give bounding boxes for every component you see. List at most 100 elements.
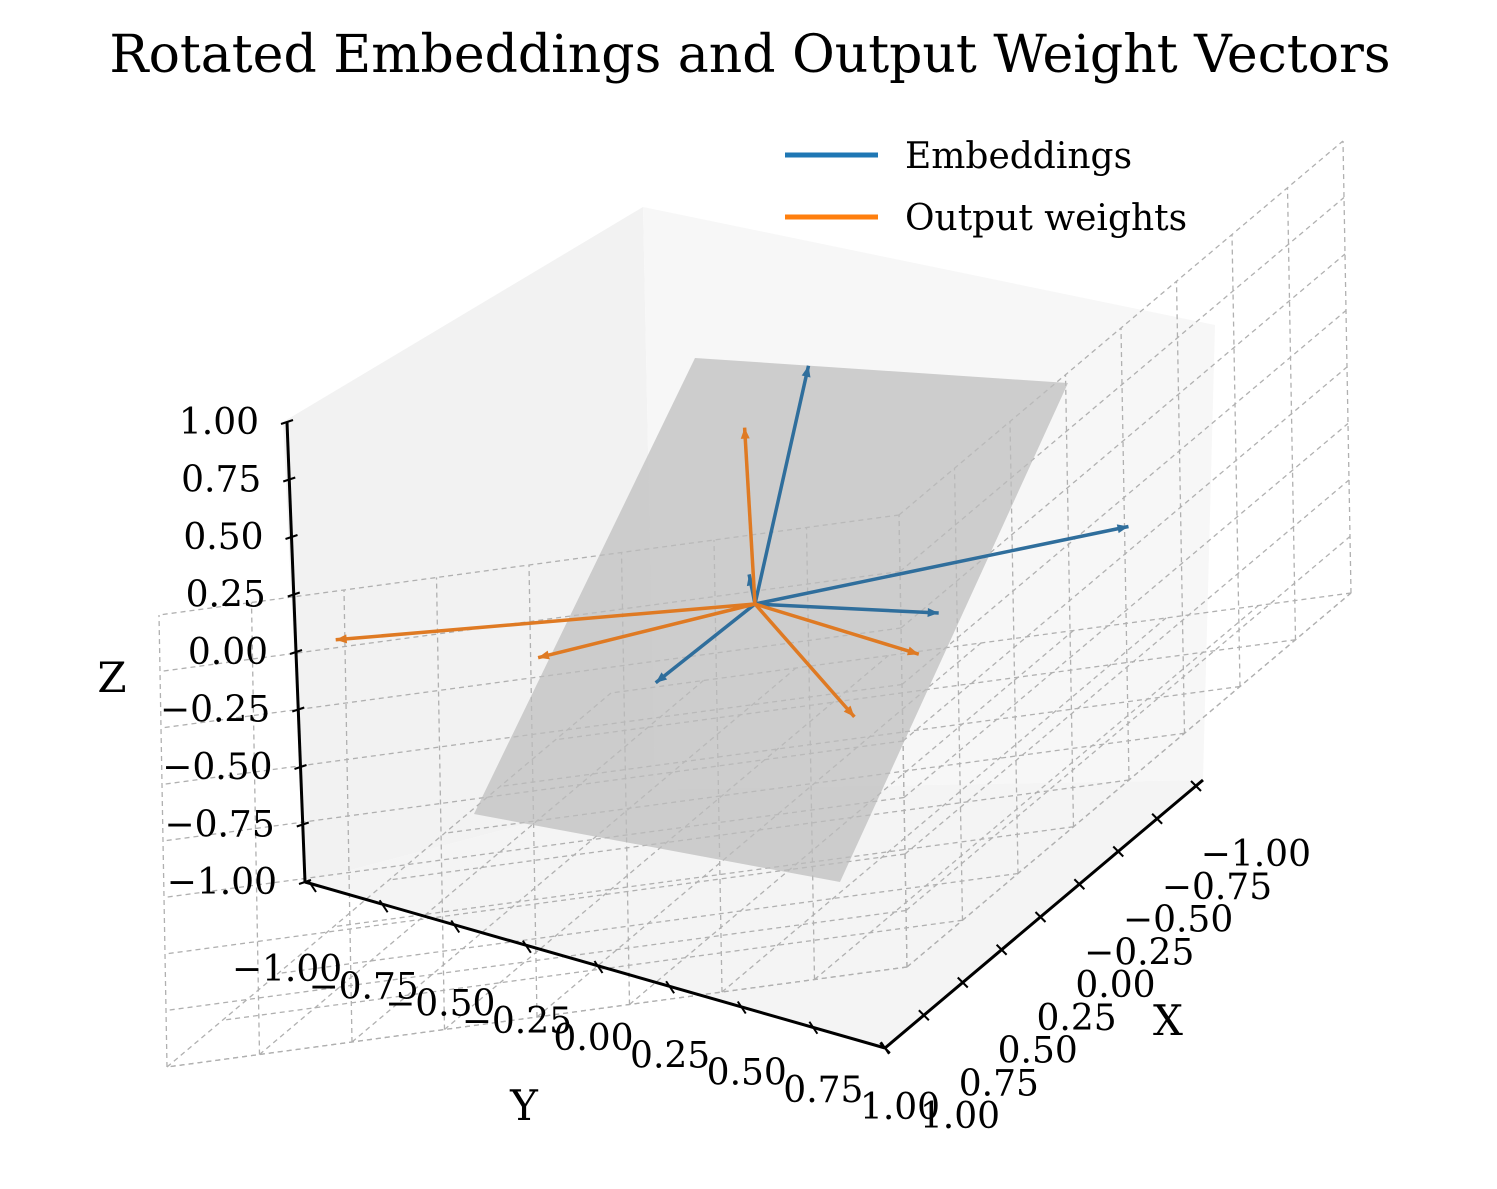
- z-tick-label: 0.75: [181, 460, 261, 501]
- grid-line: [1286, 187, 1297, 640]
- y-tick-label: −0.75: [308, 966, 418, 1007]
- x-tick-mark: [1190, 780, 1202, 792]
- y-tick-mark: [593, 960, 604, 974]
- y-tick-label: 0.50: [707, 1053, 787, 1094]
- grid-line: [250, 602, 261, 1055]
- grid-line: [1120, 327, 1130, 781]
- y-axis-label: Y: [509, 1081, 539, 1130]
- grid-line: [1342, 140, 1352, 594]
- output-weight-vector-2-head: [335, 634, 348, 644]
- y-tick-label: 0.75: [783, 1070, 863, 1111]
- output-weight-vector-1: [742, 427, 757, 605]
- z-tick-mark: [294, 764, 307, 770]
- z-tick-label: −0.25: [160, 690, 270, 731]
- x-tick-label: −1.00: [1201, 834, 1311, 875]
- output-weight-vector-5-head: [843, 705, 855, 717]
- z-tick-label: 0.25: [186, 575, 266, 616]
- grid-line: [163, 796, 905, 899]
- y-tick-mark: [522, 940, 532, 954]
- z-tick-label: 1.00: [179, 402, 259, 443]
- z-tick-mark: [289, 649, 303, 655]
- z-tick-label: 0.50: [183, 517, 263, 558]
- grid-line: [158, 514, 900, 616]
- output-weight-vector-2: [335, 602, 756, 642]
- grid-line: [343, 589, 353, 1043]
- z-tick-label: 0.00: [188, 632, 268, 673]
- y-tick-mark: [736, 1000, 747, 1015]
- x-tick-label: 1.00: [920, 1096, 1000, 1137]
- grid-line: [903, 423, 1349, 798]
- y-tick-mark: [307, 879, 317, 893]
- grid-line: [160, 627, 902, 729]
- x-tick-mark: [879, 1042, 891, 1054]
- grid-line: [164, 853, 906, 955]
- z-tick-label: −1.00: [167, 862, 277, 903]
- x-tick-label: 0.25: [1036, 998, 1116, 1039]
- grid-line: [1231, 234, 1241, 687]
- floor-pane: [305, 780, 1203, 1048]
- grid-line: [721, 617, 1167, 993]
- y-tick-label: 0.25: [630, 1035, 710, 1076]
- x-tick-label: −0.25: [1084, 932, 1194, 973]
- y-tick-label: 0.00: [553, 1018, 633, 1059]
- x-tick-label: −0.75: [1162, 867, 1272, 908]
- legend-label-embeddings: Embeddings: [905, 136, 1132, 177]
- y-tick-mark: [450, 919, 461, 934]
- y-axis-line: [304, 880, 886, 1050]
- x-axis-label: X: [1153, 996, 1183, 1045]
- z-axis-label: Z: [97, 653, 126, 702]
- grid-line: [900, 253, 1346, 629]
- z-tick-label: −0.50: [162, 747, 272, 788]
- grid-line: [158, 614, 168, 1068]
- x-tick-mark: [1112, 845, 1124, 858]
- output-weight-vector-5: [753, 602, 856, 719]
- z-tick-mark: [280, 419, 294, 425]
- grid-line: [904, 479, 1350, 855]
- y-tick-mark: [378, 899, 389, 913]
- z-tick-label: −0.75: [164, 805, 274, 846]
- embedding-vector-3: [754, 524, 1129, 606]
- z-tick-mark: [285, 534, 298, 540]
- x-tick-mark: [918, 1009, 930, 1021]
- grid-line: [435, 577, 446, 1030]
- x-tick-mark: [995, 944, 1008, 956]
- x-tick-label: −0.50: [1123, 900, 1233, 941]
- embedding-vector-4: [754, 602, 939, 615]
- y-tick-label: −1.00: [232, 949, 342, 990]
- z-tick-mark: [282, 476, 296, 483]
- embedding-vector-5: [654, 602, 757, 685]
- grid-line: [901, 310, 1347, 685]
- chart-title: Rotated Embeddings and Output Weight Vec…: [109, 25, 1390, 85]
- y-tick-mark: [808, 1021, 819, 1035]
- x-tick-mark: [957, 976, 969, 989]
- embedding-vector-3-head: [1116, 524, 1129, 534]
- embedding-vector-2: [753, 365, 811, 605]
- grid-line: [166, 692, 612, 1068]
- x-tick-mark: [1034, 911, 1047, 923]
- output-weight-vector-3: [754, 602, 920, 656]
- y-tick-mark: [665, 980, 675, 994]
- embedding-vector-5-head: [655, 672, 668, 683]
- x-tick-mark: [1073, 878, 1086, 890]
- vectors: [335, 365, 1129, 719]
- z-tick-mark: [287, 591, 301, 598]
- x-tick-label: 0.75: [959, 1063, 1039, 1104]
- z-tick-mark: [296, 821, 310, 828]
- grid-line: [259, 680, 704, 1055]
- y-tick-label: −0.50: [385, 984, 495, 1025]
- x-tick-label: 0.00: [1075, 965, 1155, 1006]
- legend: Embeddings Output weights: [785, 136, 1187, 239]
- embedding-vector-4-head: [927, 608, 939, 618]
- output-weight-vector-3-head: [906, 646, 919, 656]
- y-tick-label: −0.25: [462, 1001, 572, 1042]
- y-tick-label: 1.00: [860, 1087, 940, 1128]
- output-weight-vector-4: [537, 602, 756, 660]
- embedding-vector-2-head: [801, 365, 811, 378]
- x-axis-line: [884, 778, 1204, 1050]
- grid-line: [1175, 281, 1186, 734]
- legend-label-output-weights: Output weights: [905, 198, 1187, 239]
- grid-line: [899, 197, 1345, 572]
- output-weight-vector-4-head: [538, 650, 550, 660]
- grid-line: [351, 667, 797, 1043]
